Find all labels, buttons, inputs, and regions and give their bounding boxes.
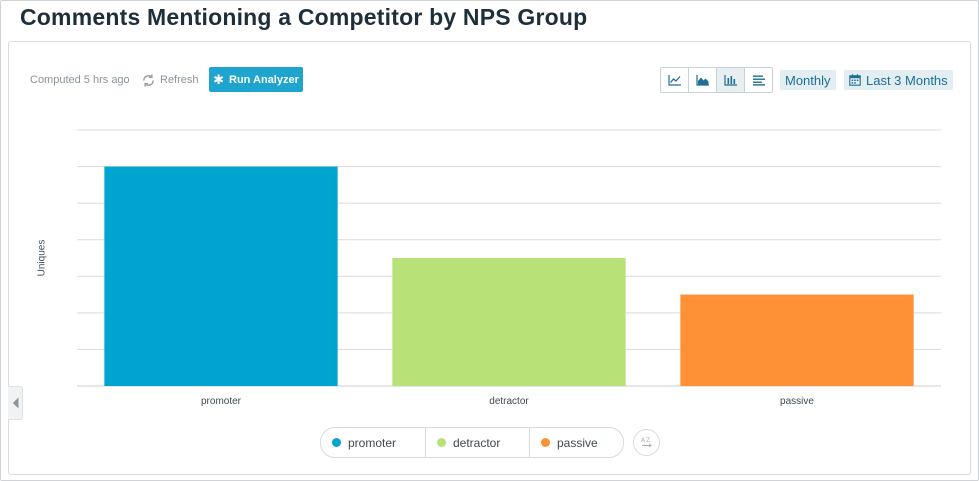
refresh-button[interactable]: Refresh [141,71,199,89]
sort-button[interactable]: A Z [633,429,660,456]
date-range-dropdown[interactable]: Last 3 Months [844,70,953,90]
refresh-label: Refresh [160,74,199,86]
line-chart-button[interactable] [661,68,689,92]
legend-item-detractor[interactable]: detractor [426,428,530,457]
bar-chart-button[interactable] [717,68,745,92]
svg-text:Z: Z [646,437,650,444]
bar-detractor[interactable] [392,258,626,386]
date-range-value: Last 3 Months [866,72,948,88]
run-analyzer-button[interactable]: ✱ Run Analyzer [209,67,303,92]
collapse-panel-button[interactable] [8,386,23,420]
legend-swatch [437,438,446,447]
svg-text:A: A [641,437,646,444]
bar-promoter[interactable] [104,166,338,386]
x-tick-label: detractor [489,396,529,407]
legend-item-promoter[interactable]: promoter [321,428,426,457]
list-button[interactable] [745,68,772,92]
area-chart-icon [695,75,709,86]
computed-status: Computed 5 hrs ago [30,74,130,86]
refresh-icon [141,73,156,88]
legend-swatch [332,438,341,447]
legend-swatch [541,438,550,447]
x-tick-label: promoter [201,396,242,407]
list-icon [752,75,765,86]
legend-label: passive [557,435,598,450]
run-analyzer-label: Run Analyzer [229,73,299,86]
legend-label: detractor [453,435,501,450]
chart-legend: promoter detractor passive [320,427,624,458]
page-title: Comments Mentioning a Competitor by NPS … [20,4,588,30]
line-chart-icon [667,75,681,86]
legend-item-passive[interactable]: passive [530,428,623,457]
x-tick-label: passive [780,396,814,407]
bar-chart-icon [723,75,737,86]
area-chart-button[interactable] [689,68,717,92]
caret-left-icon [12,397,18,409]
interval-value: Monthly [785,72,831,88]
bar-passive[interactable] [680,294,914,386]
interval-dropdown[interactable]: Monthly [780,70,836,90]
legend-label: promoter [348,435,397,450]
chart-type-toggle [660,67,773,93]
calendar-icon [849,74,861,86]
asterisk-icon: ✱ [213,72,224,87]
sort-alpha-icon: A Z [641,437,652,447]
